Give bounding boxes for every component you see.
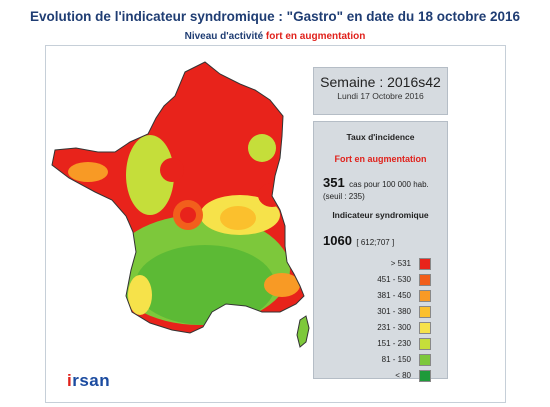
incidence-trend: Fort en augmentation	[334, 154, 427, 164]
legend-item: 81 - 150	[382, 353, 431, 366]
legend-item: 301 - 380	[377, 305, 431, 318]
france-outline	[51, 61, 305, 334]
logo-prefix: i	[67, 371, 73, 390]
incidence-value: 351	[323, 175, 345, 190]
heatmap-areas	[52, 62, 304, 333]
legend-label: 451 - 530	[377, 275, 411, 284]
incidence-unit: cas pour 100 000 hab.	[349, 180, 429, 189]
legend-item: 231 - 300	[377, 321, 431, 334]
legend-item: < 80	[395, 369, 431, 382]
activity-level-status: fort en augmentation	[265, 31, 366, 42]
activity-level: Niveau d'activité fort en augmentation	[0, 31, 550, 42]
legend-label: 81 - 150	[381, 355, 411, 364]
legend-label: < 80	[395, 371, 411, 380]
legend-label: 381 - 450	[377, 291, 411, 300]
legend-item: 451 - 530	[377, 273, 431, 286]
indicator-heading: Indicateur syndromique	[332, 210, 429, 220]
indicator-value-row: 1060 [ 612;707 ]	[323, 232, 394, 250]
legend-swatch	[419, 321, 431, 334]
legend-swatch	[419, 257, 431, 270]
legend-item: 151 - 230	[377, 337, 431, 350]
legend-swatch	[419, 369, 431, 382]
legend-label: 301 - 380	[377, 307, 411, 316]
legend-label: > 531	[390, 259, 411, 268]
activity-level-label: Niveau d'activité	[184, 31, 264, 42]
week-label: Semaine : 2016s42	[320, 74, 441, 90]
incidence-rate: 351 cas pour 100 000 hab.	[323, 174, 429, 192]
week-box: Semaine : 2016s42 Lundi 17 Octobre 2016	[313, 67, 448, 115]
incidence-heading: Taux d'incidence	[346, 132, 415, 142]
legend-swatch	[419, 305, 431, 318]
irsan-logo: irsan	[67, 371, 110, 391]
logo-rest: rsan	[72, 371, 111, 390]
incidence-threshold: (seuil : 235)	[323, 192, 365, 201]
week-date: Lundi 17 Octobre 2016	[337, 91, 424, 101]
indicator-value: 1060	[323, 233, 352, 248]
legend-item: 381 - 450	[377, 289, 431, 302]
indicator-range: [ 612;707 ]	[356, 238, 395, 247]
page-title: Evolution de l'indicateur syndromique : …	[29, 9, 521, 24]
legend-swatch	[419, 337, 431, 350]
info-box: Taux d'incidence Fort en augmentation 35…	[313, 121, 448, 382]
legend-swatch	[419, 273, 431, 286]
legend-swatch	[419, 289, 431, 302]
legend-item: > 531	[391, 257, 431, 270]
legend-swatch	[419, 353, 431, 366]
corsica-region	[296, 315, 310, 348]
legend-label: 151 - 230	[377, 339, 411, 348]
legend-label: 231 - 300	[377, 323, 411, 332]
